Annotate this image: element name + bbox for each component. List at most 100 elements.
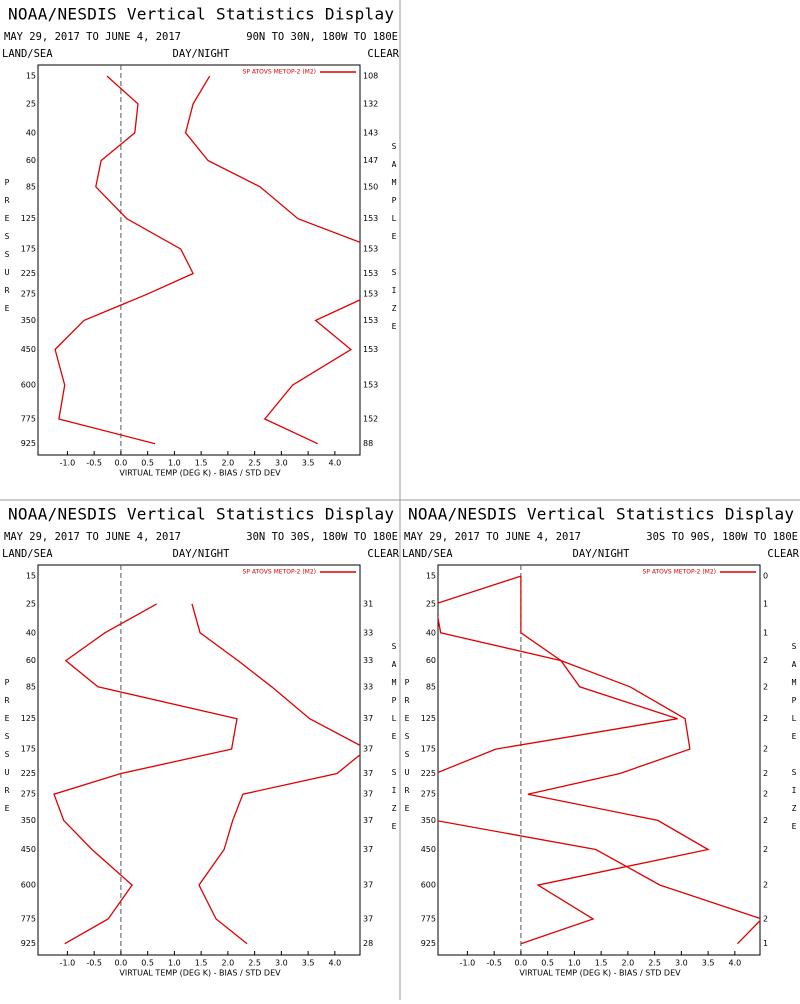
y-tick-label: 350 bbox=[21, 816, 36, 825]
sample-size-label: 37 bbox=[363, 790, 373, 799]
sample-size-label: 153 bbox=[363, 290, 378, 299]
title: NOAA/NESDIS Vertical Statistics Display bbox=[408, 505, 794, 524]
y-tick-label: 350 bbox=[21, 316, 36, 325]
x-tick-label: 3.0 bbox=[275, 959, 288, 968]
sample-size-label: 1 bbox=[763, 939, 768, 948]
y-tick-label: 275 bbox=[21, 290, 36, 299]
y-tick-label: 40 bbox=[26, 128, 36, 137]
y-tick-label: 600 bbox=[421, 881, 436, 890]
std-dev-line bbox=[184, 75, 360, 445]
x-tick-label: 3.5 bbox=[302, 459, 315, 468]
x-tick-label: 4.0 bbox=[328, 459, 341, 468]
sample-size-label: 150 bbox=[363, 182, 378, 191]
std-dev-line bbox=[191, 603, 360, 945]
y-tick-label: 225 bbox=[421, 769, 436, 778]
x-tick-label: 2.5 bbox=[248, 459, 261, 468]
x-tick-label: 2.0 bbox=[222, 459, 235, 468]
day-night-label: DAY/NIGHT bbox=[173, 48, 231, 60]
y-tick-label: 60 bbox=[426, 656, 436, 665]
y-tick-label: 175 bbox=[421, 745, 436, 754]
sample-size-label: 2 bbox=[763, 656, 768, 665]
y-tick-label: 775 bbox=[21, 415, 36, 424]
y-axis-label: PRESSURE bbox=[3, 178, 12, 322]
y2-axis-label: SAMPLE SIZE bbox=[390, 142, 399, 340]
x-tick-label: 4.0 bbox=[328, 959, 341, 968]
day-night-label: DAY/NIGHT bbox=[573, 548, 631, 560]
x-axis-label: VIRTUAL TEMP (DEG K) - BIAS / STD DEV bbox=[119, 969, 281, 978]
sample-size-label: 147 bbox=[363, 156, 378, 165]
y-tick-label: 125 bbox=[421, 714, 436, 723]
x-tick-label: 3.5 bbox=[302, 959, 315, 968]
x-tick-label: -1.0 bbox=[460, 959, 476, 968]
y-tick-label: 60 bbox=[26, 656, 36, 665]
x-tick-label: 0.5 bbox=[541, 959, 554, 968]
x-tick-label: 2.5 bbox=[248, 959, 261, 968]
sample-size-label: 2 bbox=[763, 714, 768, 723]
panel: NOAA/NESDIS Vertical Statistics Display M… bbox=[2, 505, 400, 978]
x-tick-label: 0.0 bbox=[515, 959, 528, 968]
x-tick-label: 1.0 bbox=[568, 959, 581, 968]
title: NOAA/NESDIS Vertical Statistics Display bbox=[8, 505, 394, 524]
x-tick-label: -0.5 bbox=[86, 959, 102, 968]
x-tick-label: 0.5 bbox=[141, 959, 154, 968]
x-tick-label: -0.5 bbox=[486, 959, 502, 968]
x-tick-label: 3.5 bbox=[702, 959, 715, 968]
sample-size-label: 2 bbox=[763, 745, 768, 754]
x-tick-label: 1.5 bbox=[195, 459, 208, 468]
y-tick-label: 15 bbox=[26, 72, 36, 81]
sample-size-label: 37 bbox=[363, 881, 373, 890]
y-axis-label: PRESSURE bbox=[403, 678, 412, 822]
y-tick-label: 25 bbox=[26, 99, 36, 108]
x-tick-label: 4.0 bbox=[728, 959, 741, 968]
y-tick-label: 450 bbox=[421, 845, 436, 854]
y-tick-label: 125 bbox=[21, 214, 36, 223]
x-tick-label: -0.5 bbox=[86, 459, 102, 468]
x-axis-label: VIRTUAL TEMP (DEG K) - BIAS / STD DEV bbox=[119, 469, 281, 478]
x-tick-label: 1.0 bbox=[168, 959, 181, 968]
y-axis-label: PRESSURE bbox=[3, 678, 12, 822]
y-tick-label: 175 bbox=[21, 245, 36, 254]
sample-size-label: 153 bbox=[363, 316, 378, 325]
y-tick-label: 25 bbox=[426, 599, 436, 608]
sample-size-label: 2 bbox=[763, 682, 768, 691]
y-tick-label: 225 bbox=[21, 769, 36, 778]
sample-size-label: 1 bbox=[763, 628, 768, 637]
y-tick-label: 275 bbox=[21, 790, 36, 799]
sample-size-label: 2 bbox=[763, 790, 768, 799]
sample-size-label: 152 bbox=[363, 415, 378, 424]
y-tick-label: 125 bbox=[21, 714, 36, 723]
y-tick-label: 60 bbox=[26, 156, 36, 165]
sample-size-label: 153 bbox=[363, 245, 378, 254]
x-tick-label: 0.5 bbox=[141, 459, 154, 468]
sample-size-label: 1 bbox=[763, 599, 768, 608]
sample-size-label: 37 bbox=[363, 714, 373, 723]
subtitle: MAY 29, 2017 TO JUNE 4, 2017 bbox=[4, 31, 181, 43]
x-tick-label: 2.0 bbox=[622, 959, 635, 968]
y-tick-label: 600 bbox=[21, 381, 36, 390]
sample-size-label: 153 bbox=[363, 269, 378, 278]
x-tick-label: -1.0 bbox=[60, 959, 76, 968]
sample-size-label: 0 bbox=[763, 572, 768, 581]
y-tick-label: 925 bbox=[421, 939, 436, 948]
std-dev-line bbox=[438, 575, 710, 945]
sample-size-label: 2 bbox=[763, 816, 768, 825]
legend-label: SP ATOVS METOP-2 (M2) bbox=[243, 569, 316, 576]
sample-size-label: 153 bbox=[363, 381, 378, 390]
x-tick-label: 1.5 bbox=[195, 959, 208, 968]
sample-size-label: 33 bbox=[363, 628, 373, 637]
clear-label: CLEAR bbox=[367, 48, 399, 60]
y-tick-label: 15 bbox=[26, 572, 36, 581]
x-tick-label: -1.0 bbox=[60, 459, 76, 468]
sample-size-label: 28 bbox=[363, 939, 373, 948]
y2-axis-label: SAMPLE SIZE bbox=[390, 642, 399, 840]
region: 30S TO 90S, 180W TO 180E bbox=[646, 531, 798, 543]
y-tick-label: 40 bbox=[426, 628, 436, 637]
x-tick-label: 0.0 bbox=[115, 959, 128, 968]
plot-frame bbox=[37, 564, 361, 956]
land-sea-label: LAND/SEA bbox=[2, 548, 53, 560]
y-tick-label: 775 bbox=[21, 915, 36, 924]
sample-size-label: 37 bbox=[363, 915, 373, 924]
panel: NOAA/NESDIS Vertical Statistics Display M… bbox=[2, 5, 400, 478]
sample-size-label: 153 bbox=[363, 345, 378, 354]
sample-size-label: 37 bbox=[363, 845, 373, 854]
